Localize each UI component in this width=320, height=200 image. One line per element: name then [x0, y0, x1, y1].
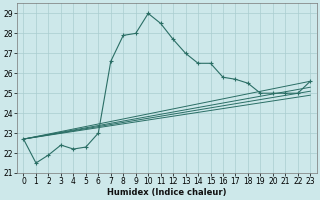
X-axis label: Humidex (Indice chaleur): Humidex (Indice chaleur) [107, 188, 227, 197]
